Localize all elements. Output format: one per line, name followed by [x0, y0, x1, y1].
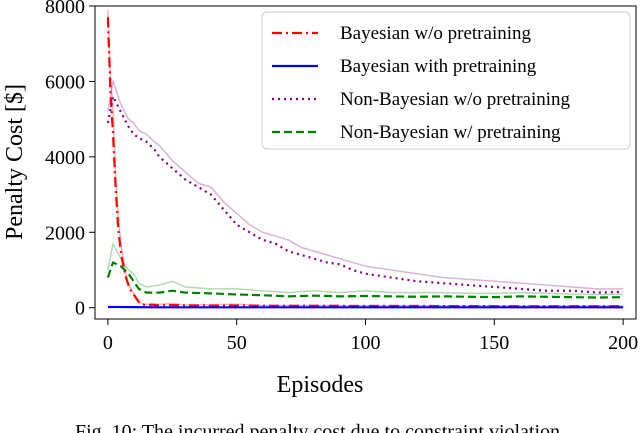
legend-box [261, 11, 631, 150]
x-tick-label: 150 [479, 332, 509, 354]
x-tick-label: 0 [103, 332, 113, 354]
series-lines [106, 17, 624, 309]
legend-items: Bayesian w/o pretraining Bayesian with pr… [272, 23, 571, 143]
y-axis-title: Penalty Cost [$] [2, 84, 28, 240]
legend-label-non-bayesian-w-o-pretraining: Non-Bayesian w/o pretraining [340, 89, 571, 110]
legend-label-bayesian-w-o-pretraining: Bayesian w/o pretraining [340, 23, 532, 44]
series-raw-non-bayesian-w-o-pretraining [107, 80, 624, 290]
x-tick-label: 200 [608, 332, 638, 354]
x-tick-label: 50 [227, 332, 247, 354]
y-tick-label: 8000 [45, 0, 85, 18]
y-tick-label: 6000 [45, 71, 85, 93]
series-line-non-bayesian-w-pretraining [106, 261, 624, 299]
y-tick-label: 2000 [45, 222, 85, 244]
y-tick-label: 4000 [45, 147, 85, 169]
x-axis-title: Episodes [277, 372, 364, 398]
figure-caption: Fig. 10: The incurred penalty cost due t… [75, 421, 565, 433]
y-tick-label: 0 [75, 298, 85, 320]
legend-label-bayesian-with-pretraining: Bayesian with pretraining [340, 56, 537, 77]
legend-label-non-bayesian-w-pretraining: Non-Bayesian w/ pretraining [340, 122, 561, 143]
legend: Bayesian w/o pretraining Bayesian with pr… [261, 11, 631, 150]
series-line-bayesian-w-o-pretraining [106, 17, 624, 308]
x-tick-label: 100 [351, 332, 381, 354]
series-raw-non-bayesian-w-pretraining [107, 242, 624, 296]
